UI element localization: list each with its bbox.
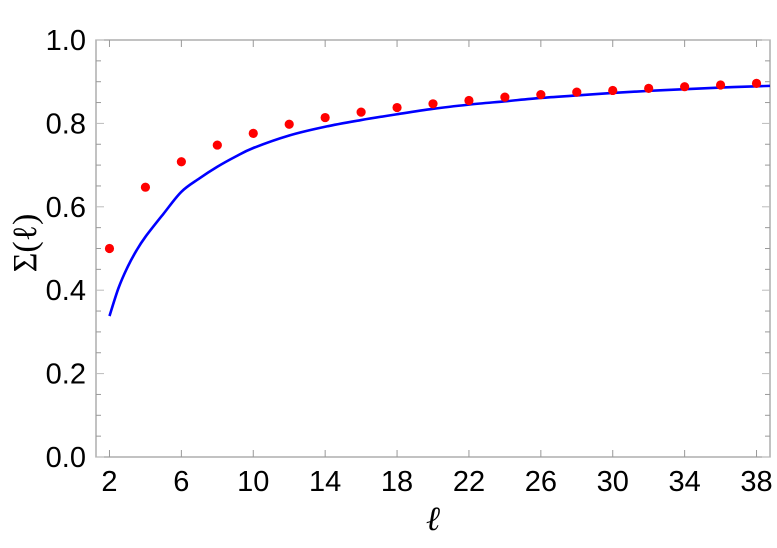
axis-ticks	[96, 39, 770, 458]
x-tick-label: 34	[668, 466, 700, 498]
x-tick-label: 10	[237, 466, 269, 498]
y-tick-label: 0.0	[46, 442, 86, 474]
data-point	[500, 92, 510, 102]
x-tick-label: 30	[597, 466, 629, 498]
x-tick-label: 18	[381, 466, 413, 498]
data-point	[104, 243, 115, 254]
data-point	[680, 82, 690, 92]
data-point	[248, 128, 258, 139]
x-tick-label: 22	[453, 466, 485, 498]
y-tick-label: 0.6	[46, 192, 86, 224]
data-point	[608, 85, 618, 96]
data-points	[104, 78, 762, 254]
y-axis-label: Σ(ℓ)	[7, 214, 44, 273]
x-tick-label: 14	[309, 466, 341, 498]
data-point	[464, 95, 474, 106]
data-point	[392, 102, 402, 113]
data-point	[356, 107, 366, 117]
data-point	[536, 90, 546, 100]
data-point	[140, 182, 151, 192]
data-point	[284, 119, 294, 129]
data-point	[715, 80, 726, 90]
y-tick-label: 0.2	[46, 359, 86, 391]
data-point	[644, 83, 654, 93]
y-tick-label: 0.4	[46, 275, 86, 307]
data-point	[212, 140, 222, 150]
tick-labels: 2 6 10 14 18 22 26 30 34 380.00.20.40.60.81.0	[46, 25, 773, 498]
data-point	[320, 112, 330, 123]
data-point	[176, 157, 186, 167]
x-axis-label: ℓ	[426, 501, 440, 538]
curve-line	[108, 84, 771, 317]
y-tick-label: 0.8	[46, 108, 86, 140]
data-point	[428, 99, 438, 109]
x-tick-label: 38	[740, 466, 772, 498]
fit-curve	[108, 84, 771, 317]
data-point	[751, 78, 762, 88]
data-point	[572, 87, 582, 97]
x-tick-label: 26	[525, 466, 557, 498]
x-tick-label: 6	[173, 466, 189, 498]
x-tick-label: 2	[101, 466, 117, 498]
y-tick-label: 1.0	[46, 25, 86, 57]
